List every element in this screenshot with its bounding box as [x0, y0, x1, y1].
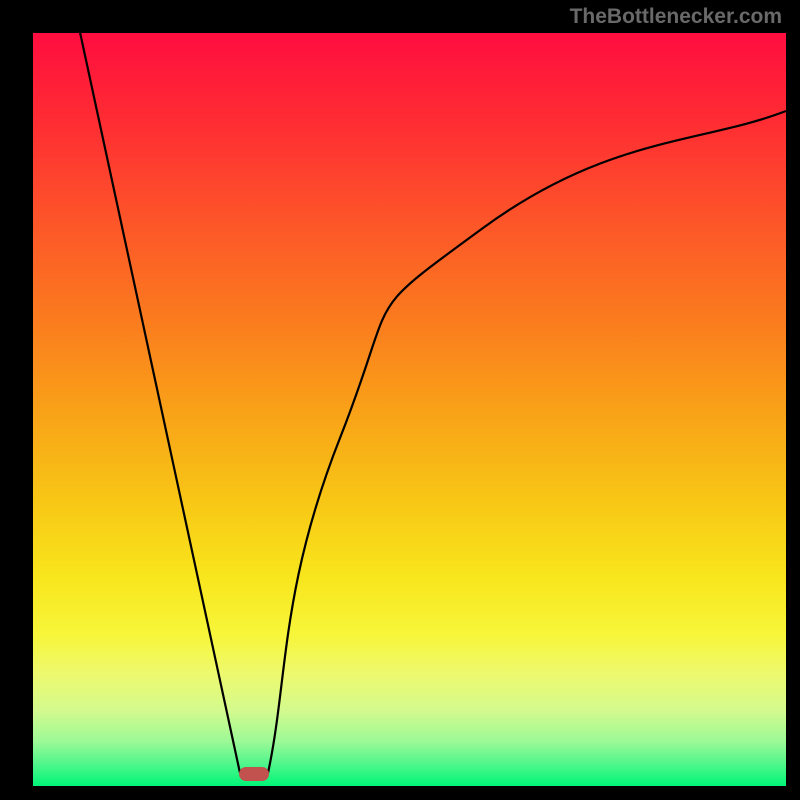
- valley-marker: [239, 767, 269, 781]
- plot-area: [33, 33, 786, 786]
- plot-svg: [33, 33, 786, 786]
- gradient-background: [33, 33, 786, 786]
- watermark-text: TheBottlenecker.com: [570, 5, 782, 29]
